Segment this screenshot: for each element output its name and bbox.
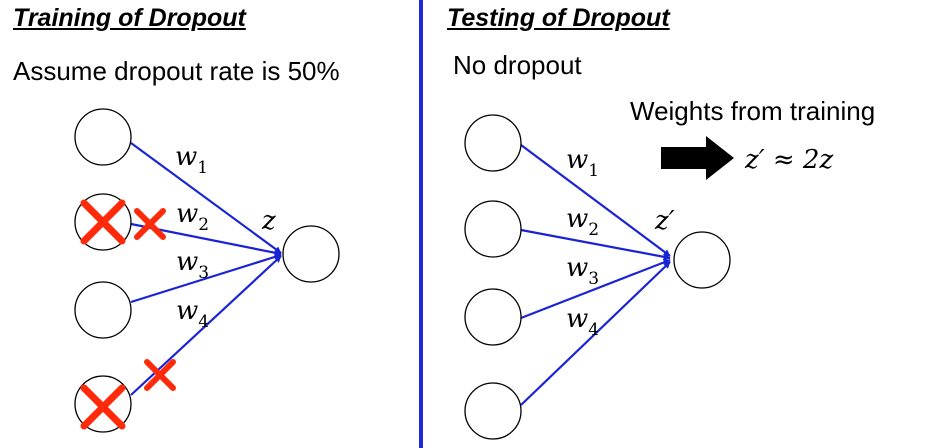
training-input-node-3 xyxy=(74,281,132,339)
testing-input-node-1 xyxy=(464,114,522,172)
training-weight-w4: w4 xyxy=(176,296,209,332)
testing-network: w1 w2 w3 w4 z′ z′ ≈ 2z xyxy=(464,114,833,440)
training-weight-w3: w3 xyxy=(176,247,209,283)
testing-edge-4 xyxy=(520,261,671,406)
testing-edge-3 xyxy=(520,258,671,320)
training-weight-w2: w2 xyxy=(176,199,209,235)
right-arrow-icon xyxy=(661,136,734,180)
testing-edge-1 xyxy=(520,144,671,257)
testing-input-node-4 xyxy=(464,382,522,440)
testing-title: Testing of Dropout xyxy=(447,4,670,32)
testing-weight-w1: w1 xyxy=(566,145,599,181)
testing-weight-w4: w4 xyxy=(566,304,599,340)
training-input-node-1 xyxy=(74,108,132,166)
testing-subtitle: No dropout xyxy=(453,50,582,80)
training-subtitle: Assume dropout rate is 50% xyxy=(13,56,340,86)
dropout-mark-edge-2 xyxy=(134,208,166,240)
testing-input-node-3 xyxy=(464,288,522,346)
testing-weight-w3: w3 xyxy=(566,253,599,289)
testing-weight-w2: w2 xyxy=(566,204,599,240)
testing-output-label: z′ xyxy=(654,206,675,236)
training-weight-w1: w1 xyxy=(175,142,208,178)
training-network: w1 w2 w3 w4 z xyxy=(74,108,340,433)
training-edge-1 xyxy=(130,142,282,254)
training-edge-3 xyxy=(130,253,282,304)
training-output-label: z xyxy=(261,206,276,236)
testing-edge-2 xyxy=(520,228,671,261)
dropout-mark-node-2 xyxy=(80,199,126,245)
testing-input-node-2 xyxy=(464,200,522,258)
training-output-node xyxy=(282,225,340,283)
dropout-mark-node-4 xyxy=(80,384,126,430)
testing-output-node xyxy=(673,231,731,289)
training-title: Training of Dropout xyxy=(13,4,246,32)
dropout-mark-edge-4 xyxy=(144,359,176,391)
weights-note: Weights from training xyxy=(630,96,876,126)
scaling-relation: z′ ≈ 2z xyxy=(744,145,833,175)
